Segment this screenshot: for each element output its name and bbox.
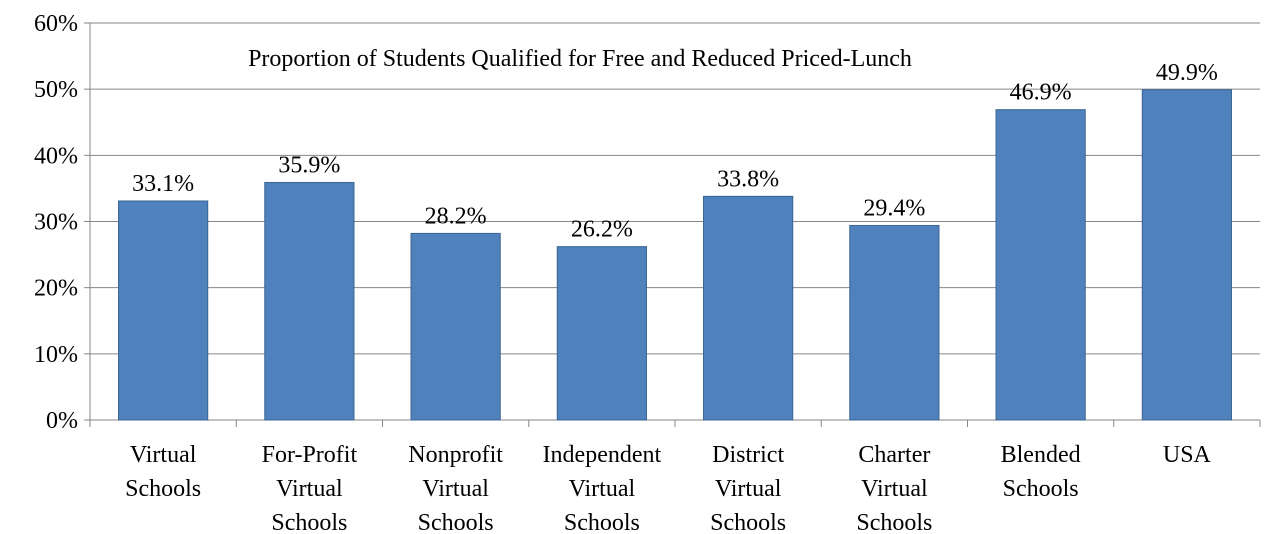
bar xyxy=(410,232,501,421)
x-tick-label: USA xyxy=(1163,442,1212,468)
data-label: 29.4% xyxy=(863,195,925,221)
bar xyxy=(995,109,1086,421)
data-label: 26.2% xyxy=(571,217,633,243)
data-label: 33.1% xyxy=(132,171,194,197)
y-tick-label: 0% xyxy=(46,408,78,434)
data-label: 35.9% xyxy=(278,152,340,178)
bar xyxy=(264,181,355,421)
bar xyxy=(1141,89,1232,421)
bar xyxy=(556,246,647,421)
data-label: 49.9% xyxy=(1156,60,1218,86)
y-tick-label: 50% xyxy=(34,77,78,103)
bar xyxy=(849,224,940,421)
x-tick-label: Virtual Schools xyxy=(125,442,201,502)
bar xyxy=(703,195,794,421)
x-tick-label: District Virtual Schools xyxy=(710,442,786,534)
x-tick-label: Blended Schools xyxy=(1001,442,1081,502)
data-label: 33.8% xyxy=(717,166,779,192)
x-tick-label: Nonprofit Virtual Schools xyxy=(408,442,503,534)
x-tick-label: For-Profit Virtual Schools xyxy=(262,442,358,534)
bar xyxy=(118,200,209,421)
y-tick-label: 40% xyxy=(34,143,78,169)
y-tick-label: 20% xyxy=(34,276,78,302)
y-tick-label: 10% xyxy=(34,342,78,368)
x-tick-label: Charter Virtual Schools xyxy=(856,442,932,534)
y-tick-label: 60% xyxy=(34,11,78,37)
chart-title: Proportion of Students Qualified for Fre… xyxy=(248,46,912,72)
data-label: 28.2% xyxy=(425,203,487,229)
x-tick-label: Independent Virtual Schools xyxy=(543,442,662,534)
data-label: 46.9% xyxy=(1010,80,1072,106)
y-tick-label: 30% xyxy=(34,210,78,236)
